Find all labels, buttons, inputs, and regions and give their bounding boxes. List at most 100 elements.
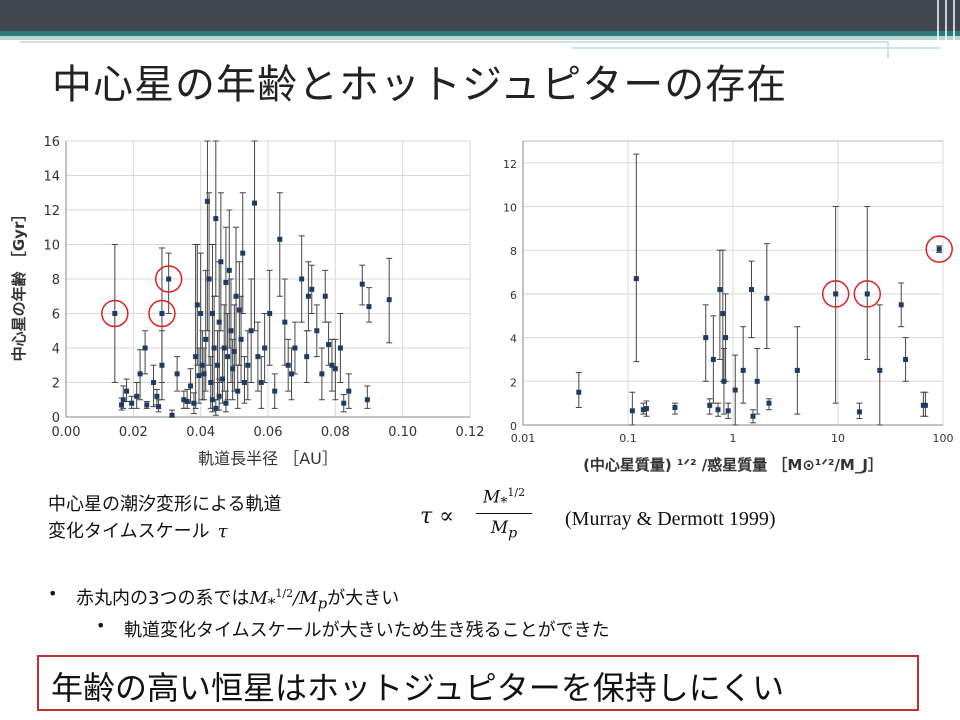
x-tick-labels-left: 0.00 0.02 0.04 0.06 0.08 0.10 0.12 [52, 425, 485, 440]
y-tick-labels-right: 0 2 4 6 8 10 12 [503, 158, 517, 433]
x-tick-label: 0.01 [511, 432, 536, 445]
data-point [211, 345, 217, 351]
data-point [292, 345, 298, 351]
data-point [332, 366, 338, 372]
data-point [230, 366, 236, 372]
data-point [856, 409, 862, 415]
data-point [236, 307, 242, 313]
x-axis-label-right: (中心星質量) ¹ᐟ² /惑星質量 ［M⊙¹ᐟ²/M_J］ [583, 456, 883, 474]
y-axis-label-left: 中心星の年齢 ［Gyr］ [10, 207, 28, 362]
data-point [386, 297, 392, 303]
top-banner [0, 0, 960, 40]
timescale-caption-text: 変化タイムスケール [48, 521, 210, 542]
data-point [277, 236, 283, 242]
bullet-math: M*1/2/Mp [249, 587, 328, 613]
data-point [223, 400, 229, 406]
data-point [220, 376, 226, 382]
slide-title: 中心星の年齢とホットジュピターの存在 [52, 62, 788, 108]
x-tick-label: 0.08 [321, 425, 350, 440]
data-point [159, 311, 165, 316]
formula-denominator: Mp [490, 518, 518, 542]
data-points-right [576, 246, 942, 419]
formula-lhs: τ ∝ [420, 504, 455, 529]
data-point [213, 405, 219, 411]
data-point [341, 400, 347, 406]
data-point [245, 362, 251, 368]
x-tick-label: 0.12 [456, 425, 485, 440]
data-point [225, 354, 231, 360]
data-point [707, 402, 713, 408]
data-point [196, 373, 202, 379]
bullet-dot-icon: • [48, 584, 58, 603]
data-point [231, 348, 237, 354]
bullet-item-1: • 赤丸内の3つの系ではM*1/2/Mpが大きい [48, 584, 400, 613]
data-point [201, 371, 207, 377]
y-tick-label: 0 [510, 420, 517, 433]
x-tick-label: 0.00 [52, 425, 81, 440]
data-point [299, 276, 305, 282]
data-point [238, 336, 244, 342]
data-point [359, 281, 365, 287]
data-point [272, 388, 278, 394]
highlight-circle [853, 280, 882, 308]
data-point [703, 335, 709, 341]
data-point [204, 198, 210, 204]
data-point [226, 267, 232, 273]
data-point [922, 402, 928, 408]
y-tick-label: 4 [52, 342, 60, 357]
data-point [151, 380, 157, 385]
age-vs-mass-ratio-chart: 0.01 0.1 1 10 100 0 2 4 6 8 10 12 (中心星質量) ¹ᐟ² /惑星質… [503, 140, 954, 474]
x-tick-label: 100 [933, 432, 954, 445]
data-point [366, 304, 372, 310]
x-axis-label-left: 軌道長半径 ［AU］ [198, 449, 338, 468]
x-tick-label: 0.06 [254, 425, 283, 440]
y-tick-label: 8 [52, 273, 60, 288]
x-tick-label: 0.02 [119, 425, 148, 440]
data-point [337, 345, 343, 351]
y-tick-label: 6 [52, 308, 60, 323]
data-point [766, 400, 772, 406]
data-point [255, 354, 261, 360]
data-point [174, 371, 180, 377]
data-point [159, 362, 165, 368]
data-point [262, 345, 268, 351]
data-point [166, 276, 172, 282]
x-tick-label: 10 [831, 432, 845, 445]
data-point [119, 402, 125, 408]
data-point [120, 397, 126, 403]
data-point [329, 362, 335, 368]
data-point [740, 367, 746, 373]
bullet-item-2: • 軌道変化タイムスケールが大きいため生き残ることができた [96, 616, 610, 641]
data-point [235, 388, 241, 394]
highlight-circle [154, 265, 183, 293]
data-point [188, 383, 194, 389]
y-tick-label: 0 [52, 411, 60, 426]
data-point [233, 293, 239, 299]
y-tick-label: 2 [510, 376, 517, 389]
data-point [833, 291, 839, 297]
data-point [191, 400, 197, 406]
data-point [184, 398, 190, 404]
data-point [289, 371, 295, 377]
highlight-circles-left [101, 265, 183, 328]
data-point [364, 397, 370, 403]
y-tick-label: 8 [510, 245, 517, 258]
data-point [864, 291, 870, 297]
data-point [193, 354, 199, 360]
data-point [903, 356, 909, 362]
data-point [748, 287, 754, 293]
data-point [252, 200, 258, 206]
highlight-circle [821, 280, 850, 308]
data-point [216, 393, 222, 399]
data-point [640, 407, 646, 413]
data-point [213, 216, 219, 222]
data-point [169, 412, 175, 418]
data-point [750, 413, 756, 419]
data-point [710, 356, 716, 362]
y-tick-label: 6 [510, 289, 517, 302]
data-point [142, 345, 148, 351]
formula-fraction: M*1/2 Mp [476, 486, 532, 541]
data-point [720, 311, 726, 317]
data-point [112, 311, 118, 316]
title-accent-lines [20, 41, 940, 58]
